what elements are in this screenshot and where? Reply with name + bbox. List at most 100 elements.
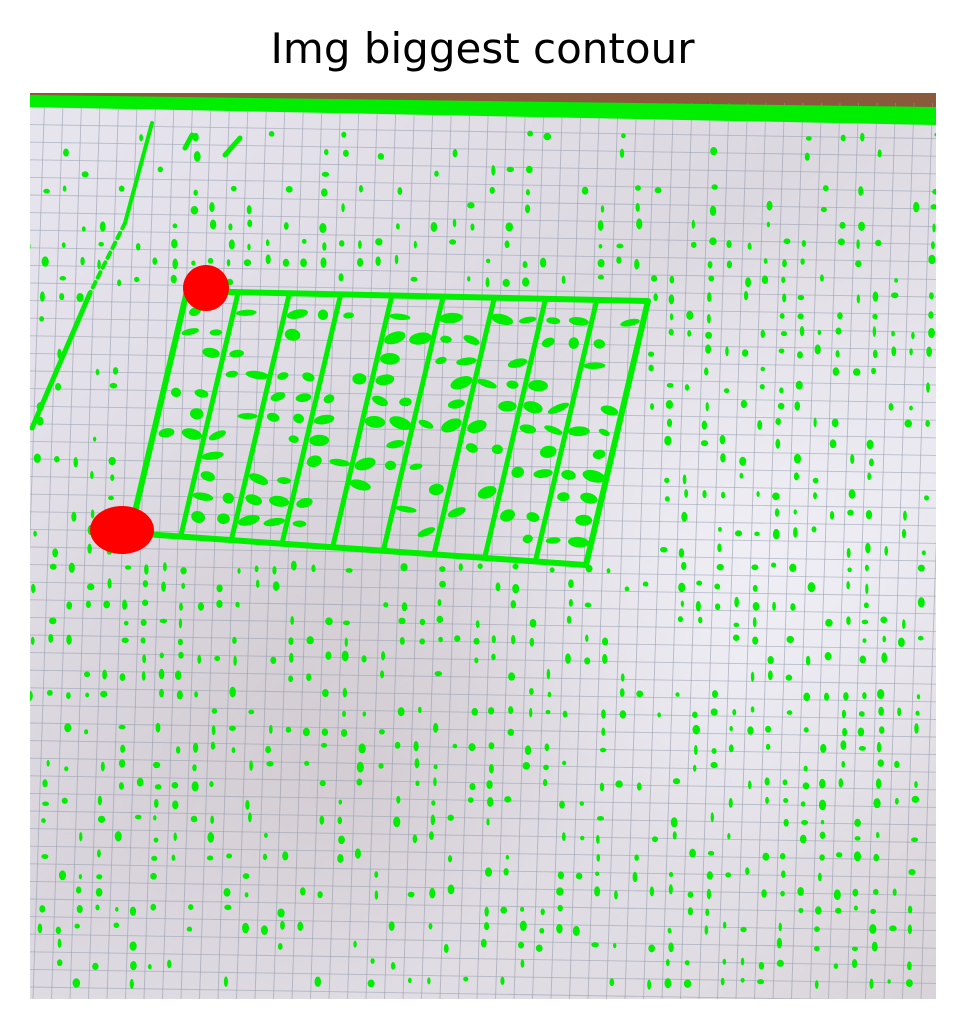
contour-dot (866, 439, 874, 450)
contour-dot (616, 243, 624, 249)
contour-dot (470, 223, 475, 231)
contour-dot (928, 254, 936, 265)
contour-dot (49, 563, 57, 570)
grid-line-horizontal (30, 546, 936, 562)
contour-dot (290, 616, 295, 625)
contour-dot (197, 602, 205, 611)
grid-line-horizontal (30, 687, 936, 703)
contour-dot (759, 383, 765, 390)
contour-dot (535, 944, 543, 952)
contour-dot (30, 243, 31, 250)
contour-dot (861, 619, 869, 625)
contour-dot (814, 926, 820, 932)
contour-dot (527, 130, 534, 137)
contour-dot (561, 275, 566, 284)
contour-dot (854, 836, 861, 841)
contour-dot (852, 888, 859, 897)
contour-blob (582, 469, 606, 483)
contour-dot (634, 185, 641, 191)
contour-dot (752, 584, 758, 592)
contour-dot (710, 147, 718, 156)
contour-dot (486, 818, 490, 826)
contour-dot (103, 600, 111, 609)
left-trace-segment (182, 132, 195, 151)
grid-line-horizontal (30, 300, 936, 316)
contour-dot (664, 496, 670, 502)
contour-dot (362, 711, 367, 717)
contour-dot (814, 980, 819, 989)
contour-dot (597, 259, 605, 268)
contour-dot (869, 978, 874, 990)
contour-dot (614, 890, 618, 900)
contour-blob (386, 440, 405, 449)
contour-dot (129, 906, 137, 916)
contour-dot (72, 978, 81, 988)
contour-dot (507, 728, 515, 736)
contour-blob (181, 328, 200, 336)
contour-dot (557, 871, 565, 880)
contour-blob (557, 492, 570, 502)
contour-dot (304, 760, 310, 766)
contour-dot (909, 348, 913, 356)
contour-dot (397, 707, 405, 717)
contour-dot (90, 470, 94, 480)
contour-dot (863, 602, 869, 609)
contour-dot (897, 637, 905, 648)
contour-dot (648, 364, 654, 372)
contour-dot (55, 383, 62, 391)
contour-blob (302, 372, 315, 382)
contour-dot (707, 850, 715, 856)
contour-dot (320, 742, 328, 748)
grid-line-vertical (865, 102, 896, 999)
contour-dot (475, 620, 480, 628)
contour-dot (745, 867, 750, 875)
contour-dot (681, 511, 688, 522)
grid-line-vertical (30, 102, 45, 550)
contour-dot (647, 351, 655, 357)
grid-line-horizontal (30, 212, 936, 228)
contour-dot (153, 815, 157, 821)
contour-blob (389, 416, 412, 430)
contour-dot (437, 599, 442, 607)
contour-dot (171, 238, 178, 249)
contour-dot (174, 670, 182, 681)
contour-dot (342, 620, 351, 626)
contour-dot (840, 740, 847, 750)
contour-dot (407, 891, 415, 898)
contour-dot (565, 653, 571, 664)
contour-dot (669, 313, 674, 321)
contour-dot (95, 887, 103, 897)
contour-dot (468, 743, 476, 752)
contour-dot (85, 692, 90, 698)
grid-line-horizontal (30, 968, 936, 984)
contour-dot (277, 908, 285, 918)
contour-dot (793, 509, 797, 515)
contour-dot (210, 741, 216, 750)
contour-dot (510, 600, 517, 609)
grid-line-vertical (920, 537, 936, 999)
grid-line-vertical (772, 102, 804, 999)
contour-dot (505, 854, 510, 860)
grid-line-vertical (199, 102, 230, 999)
contour-dot (765, 725, 772, 733)
contour-dot (81, 171, 89, 178)
contour-dot (170, 274, 177, 284)
contour-dot (311, 564, 316, 573)
contour-dot (254, 565, 259, 573)
contour-blob (561, 470, 576, 480)
contour-dot (230, 185, 237, 192)
contour-photo (30, 93, 936, 999)
contour-dot (216, 599, 223, 608)
contour-dot (872, 291, 879, 302)
contour-dot (206, 855, 214, 861)
grid-line-vertical (532, 102, 563, 999)
contour-dot (529, 707, 533, 718)
contour-dot (841, 709, 846, 719)
contour-dot (747, 726, 754, 735)
contour-blob (317, 309, 329, 321)
contour-dot (397, 187, 403, 195)
grid-line-vertical (162, 102, 193, 999)
contour-dot (722, 921, 727, 929)
contour-dot (750, 706, 755, 713)
contour-dot (223, 887, 231, 897)
